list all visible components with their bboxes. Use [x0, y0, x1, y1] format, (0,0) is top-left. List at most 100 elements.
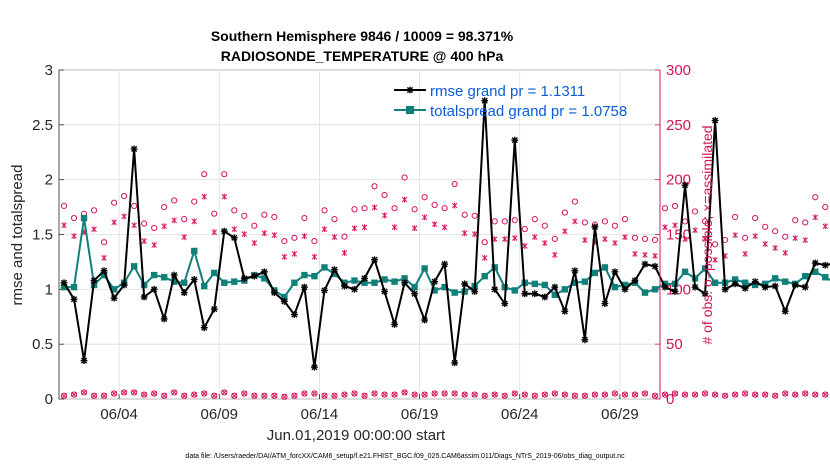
rmse-point-part — [231, 234, 238, 241]
rmse-point-part — [651, 263, 659, 270]
obs-assimilated-marker — [71, 233, 77, 240]
obs-possible-marker — [601, 218, 609, 225]
obs-assimilated-part — [431, 390, 438, 397]
obs-possible-marker-low — [481, 392, 488, 399]
rmse-point — [80, 357, 88, 365]
obs-possible-marker-low — [171, 389, 178, 396]
obs-assimilated-marker — [662, 224, 668, 231]
obs-assimilated-marker-low — [471, 391, 478, 398]
totalspread-point — [771, 275, 779, 282]
rmse-point-part — [561, 308, 568, 315]
obs-assimilated-marker — [311, 253, 318, 260]
rmse-point — [371, 256, 378, 264]
obs-assimilated-marker — [562, 228, 568, 235]
obs-possible-marker-low — [431, 390, 438, 397]
rmse-point-part — [110, 295, 118, 302]
obs-assimilated-part — [762, 391, 768, 398]
obs-assimilated-marker-low — [151, 390, 157, 397]
obs-assimilated-part — [131, 389, 137, 396]
obs-assimilated-marker — [151, 242, 157, 249]
obs-assimilated-marker-low — [71, 391, 77, 398]
obs-assimilated-part — [522, 391, 528, 398]
totalspread-point — [802, 272, 809, 280]
obs-assimilated-part — [261, 392, 268, 399]
rmse-point-part — [331, 266, 338, 273]
totalspread-point — [221, 279, 228, 286]
rmse-point-part — [691, 284, 699, 291]
obs-assimilated-marker-low — [522, 391, 528, 398]
obs-possible-marker-low — [271, 392, 278, 399]
obs-possible-marker-low — [521, 391, 528, 398]
obs-possible-marker — [211, 210, 218, 217]
rmse-point-part — [722, 286, 729, 293]
obs-possible-marker-low — [60, 392, 68, 399]
obs-possible-marker-low — [501, 392, 508, 399]
obs-possible-marker-low — [551, 390, 558, 397]
rmse-point-part — [701, 290, 709, 297]
obs-assimilated-marker-low — [622, 391, 628, 398]
totalspread-point — [60, 283, 68, 291]
rmse-point-part — [131, 145, 138, 153]
obs-possible-marker — [151, 224, 158, 232]
obs-assimilated-part — [512, 390, 518, 397]
obs-possible-marker — [541, 222, 548, 229]
obs-assimilated-marker — [331, 234, 338, 241]
totalspread-point — [731, 276, 739, 283]
rmse-point — [351, 285, 358, 293]
obs-possible-marker — [752, 214, 759, 222]
right-tick-label: 200 — [666, 172, 691, 189]
obs-possible-marker — [661, 205, 669, 212]
obs-assimilated-marker-low — [451, 390, 458, 397]
obs-assimilated-part — [371, 390, 378, 397]
rmse-point — [671, 288, 679, 295]
rmse-point — [240, 274, 248, 282]
obs-assimilated-part — [802, 390, 808, 397]
rmse-point — [821, 261, 829, 269]
obs-assimilated-marker — [141, 238, 147, 245]
rmse-point-part — [521, 290, 528, 297]
obs-possible-marker — [691, 208, 699, 215]
rmse-point — [711, 117, 719, 124]
obs-possible-marker-low — [561, 391, 568, 398]
obs-possible-marker — [732, 213, 739, 221]
obs-possible-marker — [110, 199, 118, 206]
rmse-point — [571, 267, 579, 275]
totalspread-point — [351, 277, 358, 284]
obs-assimilated-part — [401, 389, 408, 396]
obs-assimilated-marker — [221, 193, 228, 200]
obs-assimilated-part — [381, 391, 388, 398]
obs-possible-marker-low — [241, 390, 248, 397]
rmse-point — [441, 260, 449, 268]
obs-possible-marker-low — [411, 391, 418, 398]
obs-assimilated-marker — [91, 226, 97, 233]
obs-assimilated-marker — [211, 229, 218, 236]
obs-assimilated-part — [271, 392, 278, 399]
obs-possible-marker-low — [221, 389, 228, 396]
rmse-point — [731, 280, 739, 288]
rmse-point — [270, 289, 278, 297]
rmse-point-part — [261, 268, 268, 275]
obs-assimilated-marker — [812, 214, 819, 221]
obs-possible-marker — [321, 207, 328, 214]
rmse-point — [461, 280, 469, 288]
obs-possible-marker — [351, 206, 358, 213]
obs-assimilated-marker — [702, 236, 708, 243]
rmse-point-part — [100, 267, 108, 274]
obs-assimilated-part — [612, 390, 618, 397]
obs-possible-marker-low — [772, 392, 779, 399]
obs-possible-marker-low — [691, 391, 699, 398]
obs-assimilated-part — [752, 391, 758, 398]
obs-assimilated-marker-low — [421, 391, 428, 398]
obs-possible-marker — [471, 212, 478, 219]
rmse-point-part — [802, 284, 809, 291]
rmse-point — [581, 336, 589, 344]
totalspread-point — [782, 278, 789, 285]
obs-assimilated-part — [411, 391, 418, 398]
obs-possible-marker-low — [621, 391, 629, 398]
rmse-point-part — [581, 336, 588, 343]
obs-possible-marker-low — [391, 391, 398, 398]
rmse-point — [361, 274, 368, 282]
obs-assimilated-marker — [542, 240, 548, 247]
rmse-point — [70, 295, 78, 303]
obs-possible-marker-low — [701, 390, 709, 397]
